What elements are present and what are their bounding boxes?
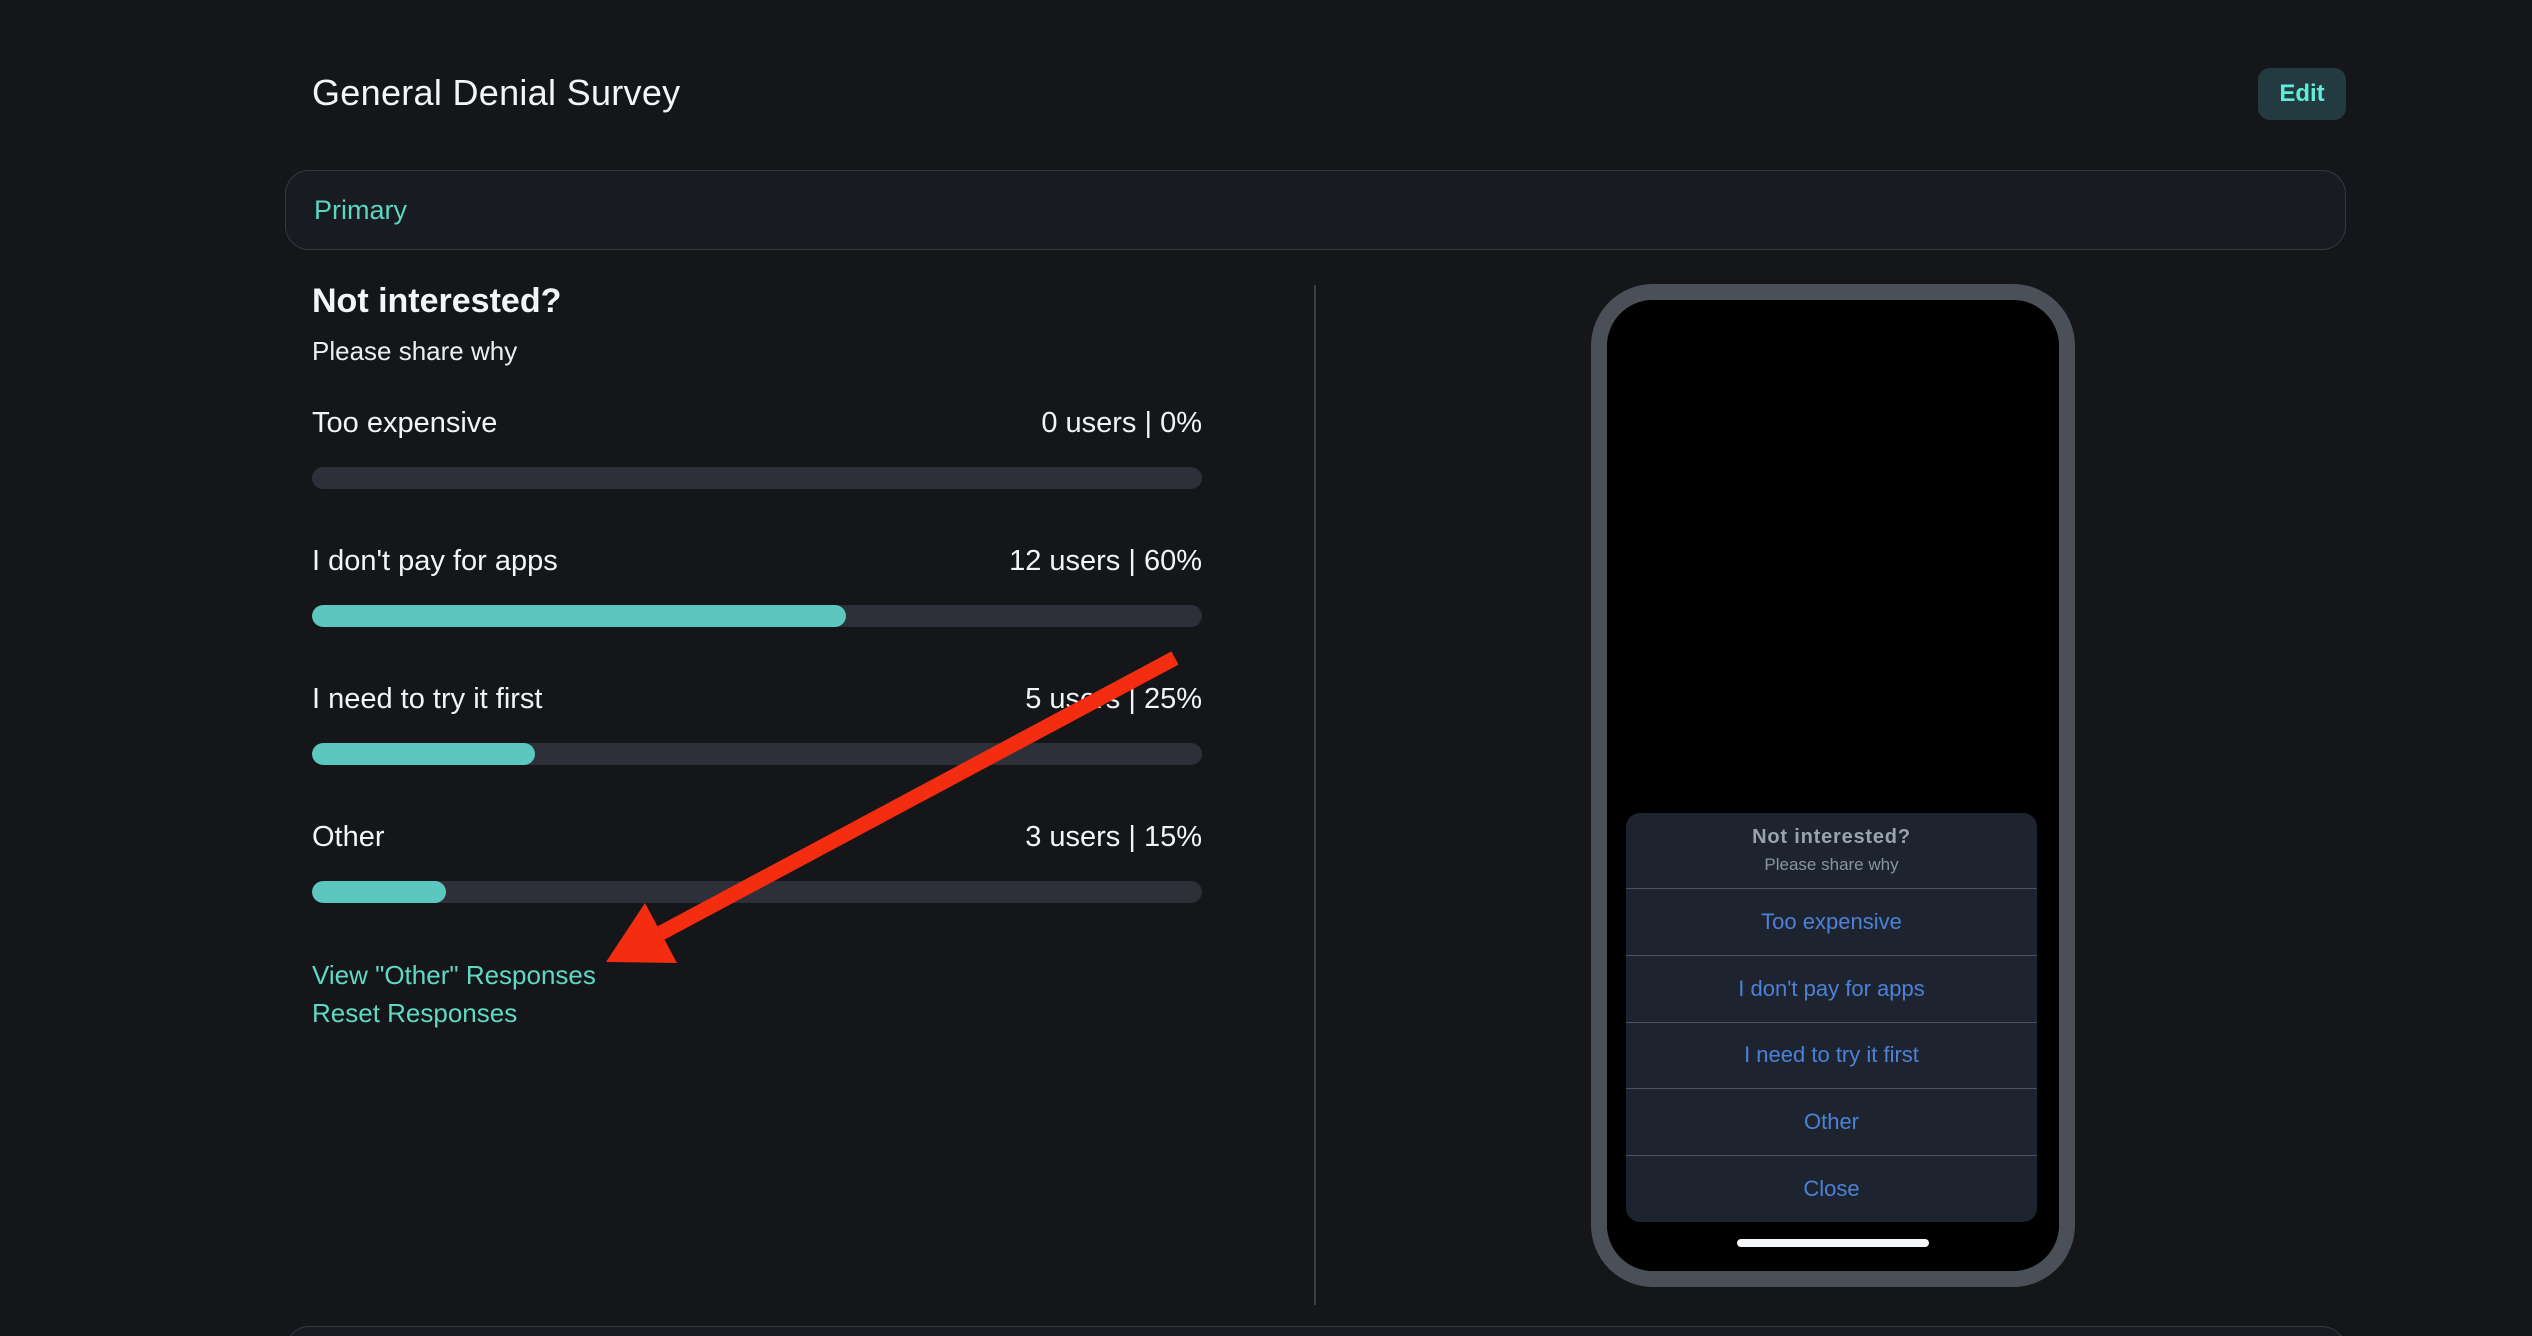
sheet-button-i-need-to-try-it-first[interactable]: I need to try it first: [1626, 1021, 2037, 1089]
survey-option-list: Too expensive 0 users | 0% I don't pay f…: [312, 408, 1202, 960]
sheet-button-i-don-t-pay-for-apps[interactable]: I don't pay for apps: [1626, 954, 2037, 1022]
sheet-button-too-expensive[interactable]: Too expensive: [1626, 888, 2037, 955]
view-other-responses-link[interactable]: View "Other" Responses: [312, 960, 596, 990]
option-label: Too expensive: [312, 407, 498, 439]
survey-option-row: I need to try it first 5 users | 25%: [312, 684, 1202, 765]
survey-option-row: Too expensive 0 users | 0%: [312, 408, 1202, 489]
survey-option-row: I don't pay for apps 12 users | 60%: [312, 546, 1202, 627]
option-bar-track: [312, 467, 1202, 489]
home-indicator: [1737, 1239, 1929, 1247]
sheet-button-list: Too expensive I don't pay for apps I nee…: [1626, 888, 2037, 1222]
option-stat: 0 users | 0%: [1041, 407, 1202, 439]
vertical-divider: [1314, 285, 1316, 1305]
action-sheet-header: Not interested? Please share why: [1626, 813, 2037, 888]
option-bar-track: [312, 743, 1202, 765]
phone-screen: Not interested? Please share why Too exp…: [1607, 300, 2059, 1271]
tab-primary[interactable]: Primary: [285, 170, 2346, 250]
option-bar-track: [312, 881, 1202, 903]
sheet-button-other[interactable]: Other: [1626, 1088, 2037, 1155]
next-section-card: [285, 1326, 2346, 1336]
survey-links: View "Other" Responses Reset Responses: [312, 960, 596, 1036]
action-sheet: Not interested? Please share why Too exp…: [1626, 813, 2037, 1222]
tab-primary-label: Primary: [314, 194, 407, 225]
survey-option-row: Other 3 users | 15%: [312, 822, 1202, 903]
option-bar-track: [312, 605, 1202, 627]
survey-option-head: Other 3 users | 15%: [312, 822, 1202, 852]
sheet-subtitle: Please share why: [1764, 855, 1899, 874]
edit-button[interactable]: Edit: [2258, 68, 2346, 120]
survey-option-head: I don't pay for apps 12 users | 60%: [312, 546, 1202, 576]
option-stat: 12 users | 60%: [1009, 545, 1202, 577]
option-bar-fill: [312, 881, 446, 903]
option-label: Other: [312, 821, 385, 853]
page-title: General Denial Survey: [312, 72, 681, 113]
option-label: I don't pay for apps: [312, 545, 558, 577]
survey-option-head: Too expensive 0 users | 0%: [312, 408, 1202, 438]
sheet-button-close[interactable]: Close: [1626, 1155, 2037, 1222]
option-stat: 5 users | 25%: [1025, 683, 1202, 715]
phone-preview-frame: Not interested? Please share why Too exp…: [1591, 284, 2075, 1287]
reset-responses-link[interactable]: Reset Responses: [312, 998, 518, 1028]
sheet-title: Not interested?: [1752, 826, 1911, 848]
survey-subtitle: Please share why: [312, 336, 518, 366]
option-bar-fill: [312, 743, 535, 765]
option-bar-fill: [312, 605, 846, 627]
survey-option-head: I need to try it first 5 users | 25%: [312, 684, 1202, 714]
option-label: I need to try it first: [312, 683, 543, 715]
survey-question: Not interested?: [312, 282, 562, 320]
option-stat: 3 users | 15%: [1025, 821, 1202, 853]
